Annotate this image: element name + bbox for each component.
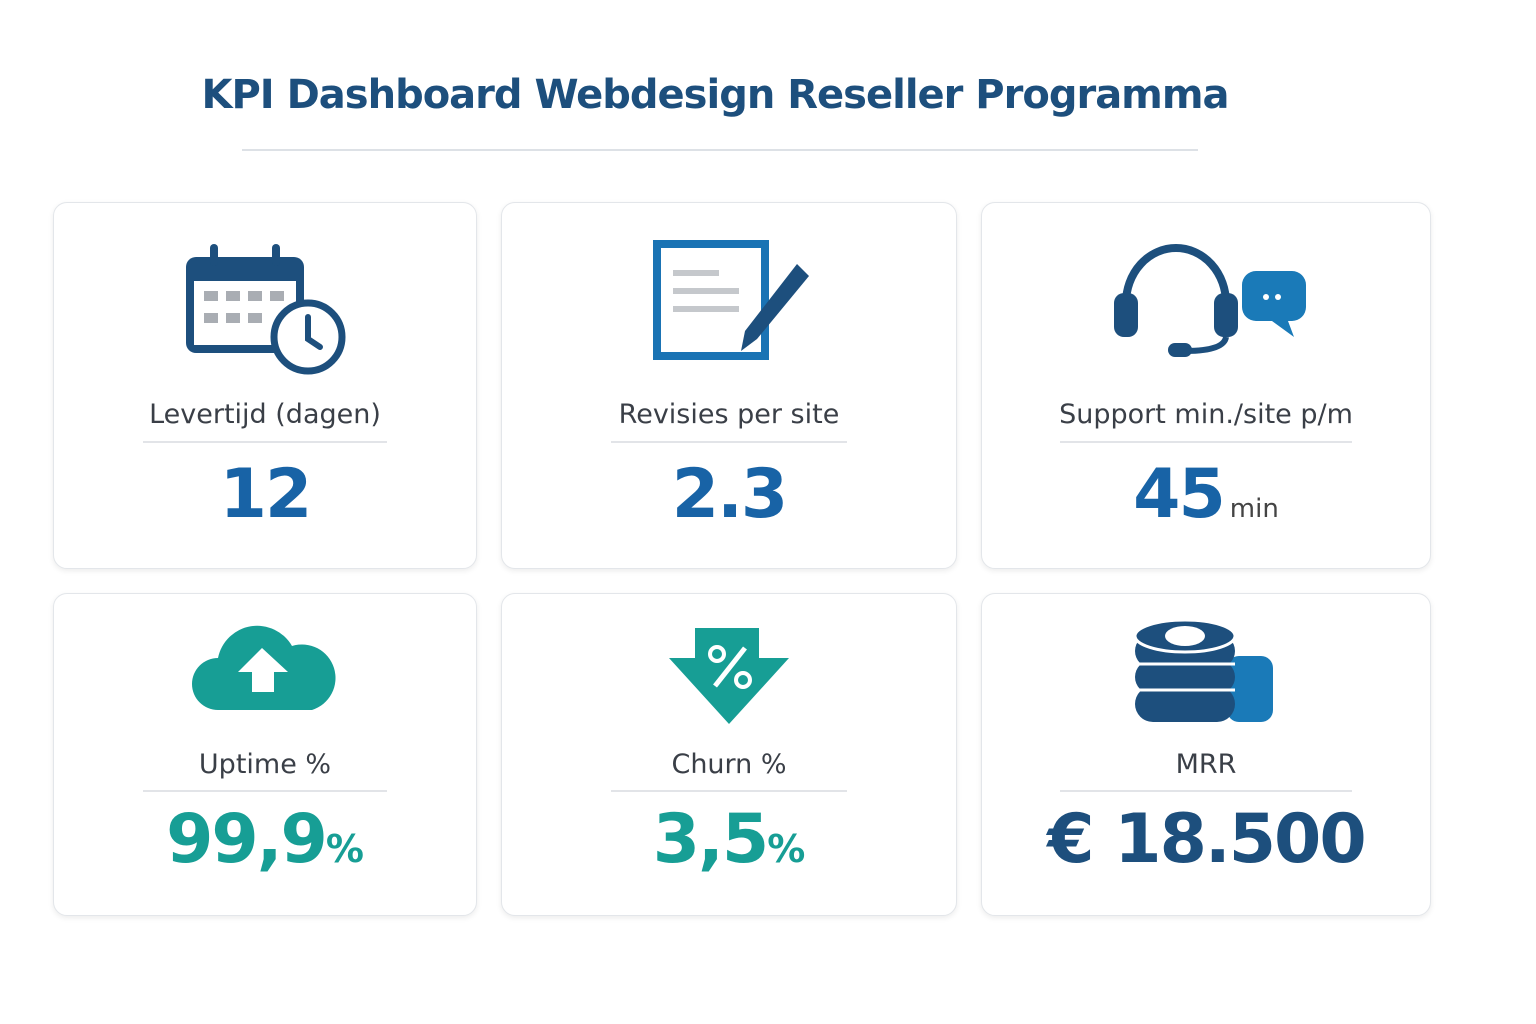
- separator: [143, 441, 387, 443]
- kpi-label: Support min./site p/m: [1059, 399, 1353, 430]
- calendar-icon: [186, 244, 346, 375]
- kpi-card: Revisies per site 2.3: [501, 202, 957, 569]
- kpi-label: Levertijd (dagen): [149, 399, 381, 430]
- kpi-card: Support min./site p/m 45 min: [981, 202, 1431, 569]
- title: KPI Dashboard Webdesign Reseller Program…: [201, 72, 1229, 118]
- value: 45: [1133, 455, 1226, 534]
- kpi-value: 3,5%: [502, 800, 956, 879]
- separator: [1060, 790, 1352, 792]
- cloud-upload-icon: [192, 625, 336, 710]
- separator: [611, 441, 847, 443]
- divider: [242, 149, 1198, 151]
- kpi-card: MRR € 18.500: [981, 593, 1431, 916]
- kpi-card: Uptime % 99,9%: [53, 593, 477, 916]
- kpi-label: Uptime %: [198, 749, 332, 780]
- separator: [611, 790, 847, 792]
- value: € 18.500: [1047, 800, 1366, 879]
- value: 99,9: [166, 800, 328, 879]
- coins-icon: [1133, 618, 1273, 722]
- separator: [1060, 441, 1352, 443]
- unit: min: [1229, 494, 1279, 524]
- kpi-card: Churn % 3,5%: [501, 593, 957, 916]
- kpi-value: € 18.500: [982, 800, 1430, 879]
- value: 12: [219, 455, 313, 534]
- kpi-label: MRR: [1175, 749, 1237, 780]
- headset-icon: [1114, 244, 1306, 357]
- document-icon: [653, 240, 809, 360]
- separator: [143, 790, 387, 792]
- kpi-value: 99,9%: [54, 800, 476, 879]
- kpi-value: 2.3: [502, 455, 956, 534]
- kpi-label: Revisies per site: [618, 399, 840, 430]
- value: 2.3: [671, 455, 788, 534]
- kpi-value: 12: [54, 455, 476, 534]
- kpi-value: 45 min: [982, 455, 1430, 534]
- kpi-card: Levertijd (dagen) 12: [53, 202, 477, 569]
- unit: %: [325, 827, 364, 871]
- value: 3,5: [652, 800, 769, 879]
- kpi-label: Churn %: [671, 749, 787, 780]
- churn-icon: [669, 628, 789, 724]
- unit: %: [767, 827, 806, 871]
